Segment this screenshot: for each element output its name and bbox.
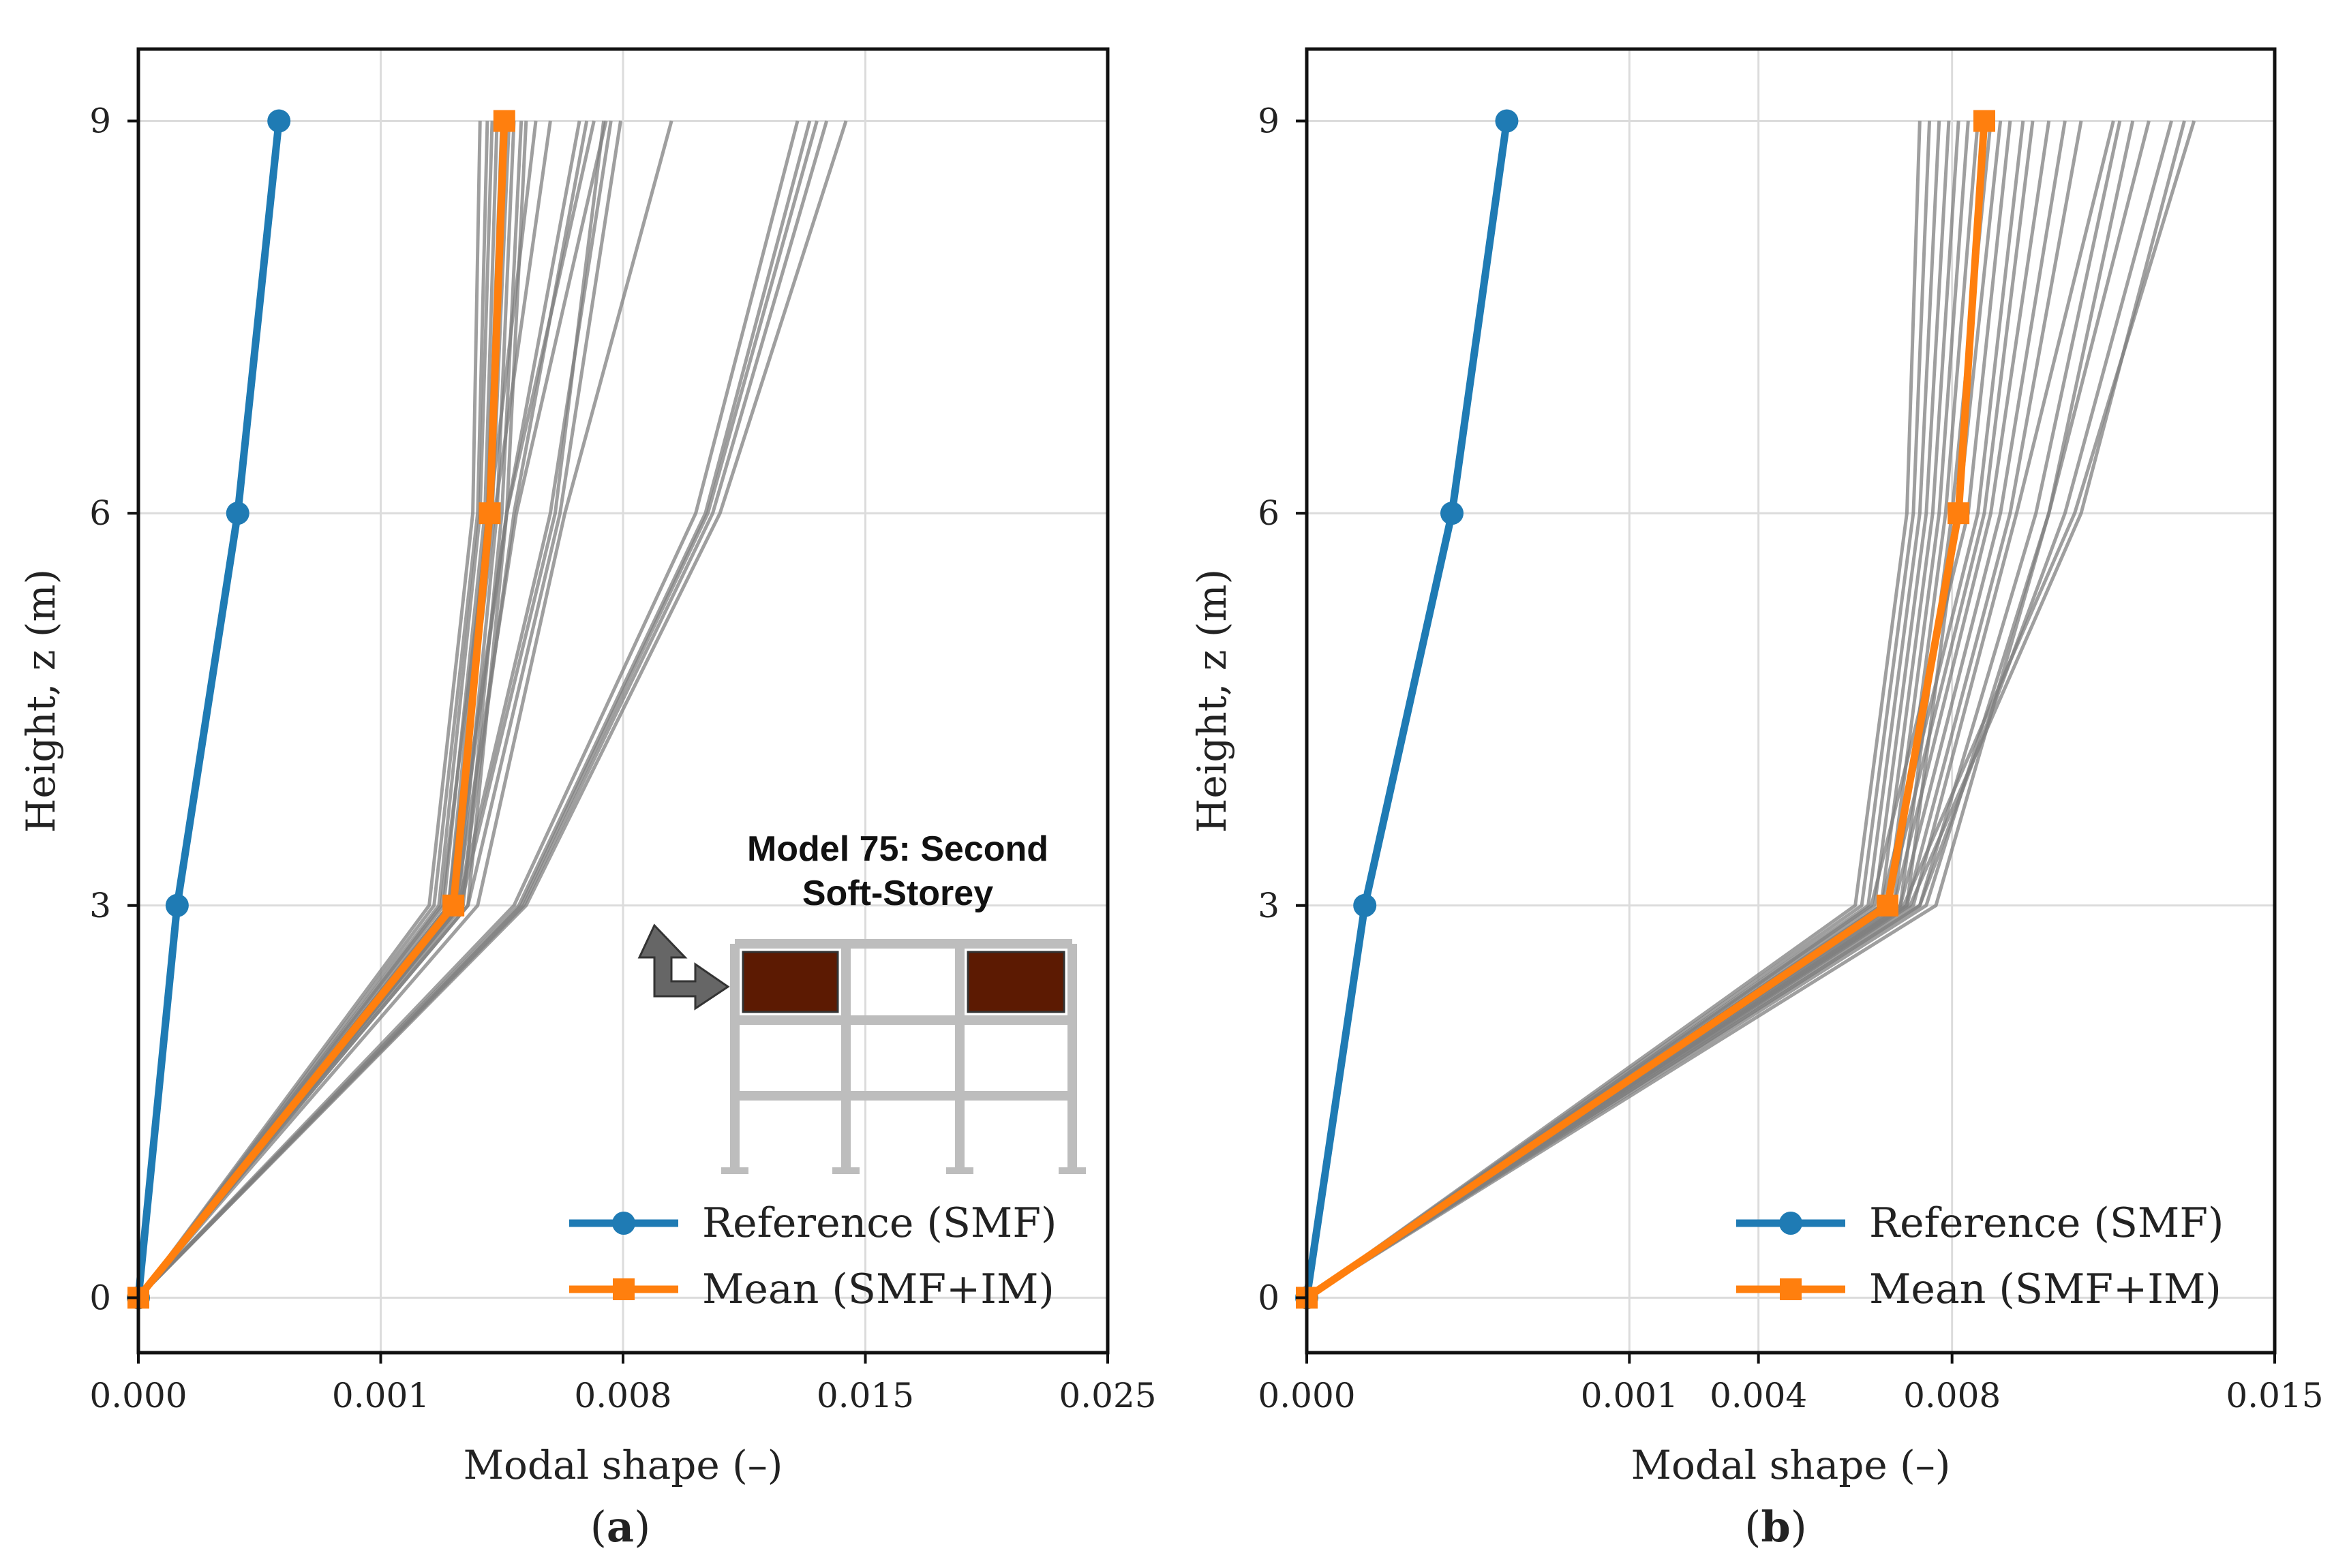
y-axis-label: Height, z (m) bbox=[1189, 569, 1235, 833]
mean-series-line bbox=[1304, 121, 1988, 1301]
y-tick-label: 9 bbox=[1258, 102, 1279, 141]
ensemble-line bbox=[1305, 120, 2196, 1300]
x-axis-label: Modal shape (–) bbox=[1631, 1442, 1951, 1488]
legend-label: Mean (SMF+IM) bbox=[702, 1265, 1055, 1313]
x-tick-label: 0.001 bbox=[1581, 1376, 1678, 1415]
mean-data-point bbox=[1877, 894, 1898, 917]
panel-a-chart: 0.000 0.001 0.008 0.015 0.025 0 3 6 9 Modal shape… bbox=[18, 47, 1157, 1552]
y-tick-label: 6 bbox=[1258, 493, 1279, 533]
y-tick-label: 3 bbox=[89, 886, 111, 925]
panel-b-chart: 0.000 0.001 0.004 0.008 0.015 0 3 6 9 Modal shape… bbox=[1189, 47, 2324, 1552]
panel-caption: (a) bbox=[590, 1502, 651, 1552]
panel-caption-open-paren: ( bbox=[1744, 1502, 1761, 1552]
x-tick-label: 0.015 bbox=[817, 1376, 914, 1415]
panel-caption-letter: b bbox=[1761, 1502, 1790, 1552]
inset-arrow-icon bbox=[637, 923, 730, 1011]
reference-data-point bbox=[1353, 893, 1377, 917]
reference-data-point bbox=[226, 502, 249, 525]
x-axis-label: Modal shape (–) bbox=[464, 1442, 783, 1488]
mean-data-point bbox=[442, 894, 465, 917]
y-tick-label: 9 bbox=[89, 102, 111, 141]
y-axis-label: Height, z (m) bbox=[18, 569, 64, 833]
mean-legend-marker bbox=[613, 1278, 635, 1300]
ensemble-line bbox=[137, 121, 622, 1300]
legend-label: Mean (SMF+IM) bbox=[1869, 1265, 2222, 1313]
x-tick-label: 0.001 bbox=[332, 1376, 429, 1415]
reference-data-point bbox=[165, 893, 189, 917]
reference-series-line bbox=[1303, 120, 1511, 1299]
x-tick-label: 0.015 bbox=[2226, 1376, 2323, 1415]
reference-data-point bbox=[267, 109, 291, 133]
panel-caption: (b) bbox=[1744, 1502, 1807, 1552]
ensemble-line bbox=[1305, 121, 1922, 1300]
panel-caption-close-paren: ) bbox=[634, 1502, 650, 1552]
y-tick-label: 0 bbox=[1258, 1278, 1279, 1317]
panel-caption-close-paren: ) bbox=[1791, 1502, 1807, 1552]
ensemble-line bbox=[136, 121, 482, 1299]
inset-title-line-1: Model 75: Second bbox=[747, 829, 1048, 869]
panel-caption-open-paren: ( bbox=[590, 1502, 607, 1552]
reference-legend-marker bbox=[612, 1212, 635, 1235]
mean-data-point bbox=[479, 502, 501, 525]
mean-legend-marker bbox=[1780, 1278, 1802, 1300]
mean-data-point bbox=[1973, 110, 1995, 132]
reference-data-point bbox=[1440, 502, 1464, 525]
ensemble-line bbox=[1305, 121, 1932, 1300]
x-tick-label: 0.008 bbox=[574, 1376, 671, 1415]
ensemble-line bbox=[137, 120, 848, 1300]
x-tick-label: 0.000 bbox=[1258, 1376, 1355, 1415]
reference-legend-marker bbox=[1779, 1212, 1802, 1235]
ensemble-line bbox=[137, 121, 538, 1299]
mean-data-point bbox=[493, 110, 515, 132]
legend-label: Reference (SMF) bbox=[1869, 1199, 2224, 1247]
x-tick-label: 0.025 bbox=[1059, 1376, 1156, 1415]
x-tick-label: 0.000 bbox=[89, 1376, 187, 1415]
infill-panel bbox=[967, 951, 1065, 1013]
reference-data-point bbox=[1495, 109, 1519, 133]
y-tick-label: 3 bbox=[1258, 886, 1279, 925]
y-tick-label: 6 bbox=[89, 493, 111, 533]
ensemble-line bbox=[137, 121, 489, 1299]
mean-data-point bbox=[1948, 502, 1970, 525]
legend-label: Reference (SMF) bbox=[702, 1199, 1057, 1247]
inset-title-line-2: Soft-Storey bbox=[802, 874, 993, 913]
panel-caption-letter: a bbox=[607, 1502, 634, 1552]
y-tick-label: 0 bbox=[89, 1278, 111, 1317]
reference-series-line bbox=[134, 120, 283, 1298]
x-tick-label: 0.008 bbox=[1903, 1376, 2001, 1415]
x-tick-label: 0.004 bbox=[1710, 1376, 1807, 1415]
axes-frame bbox=[1305, 47, 2277, 1355]
ensemble-line bbox=[137, 120, 800, 1300]
ensemble-line bbox=[137, 120, 673, 1300]
ensemble-line bbox=[1305, 120, 2173, 1300]
mean-series-line bbox=[135, 121, 509, 1300]
infill-panel bbox=[742, 951, 839, 1013]
